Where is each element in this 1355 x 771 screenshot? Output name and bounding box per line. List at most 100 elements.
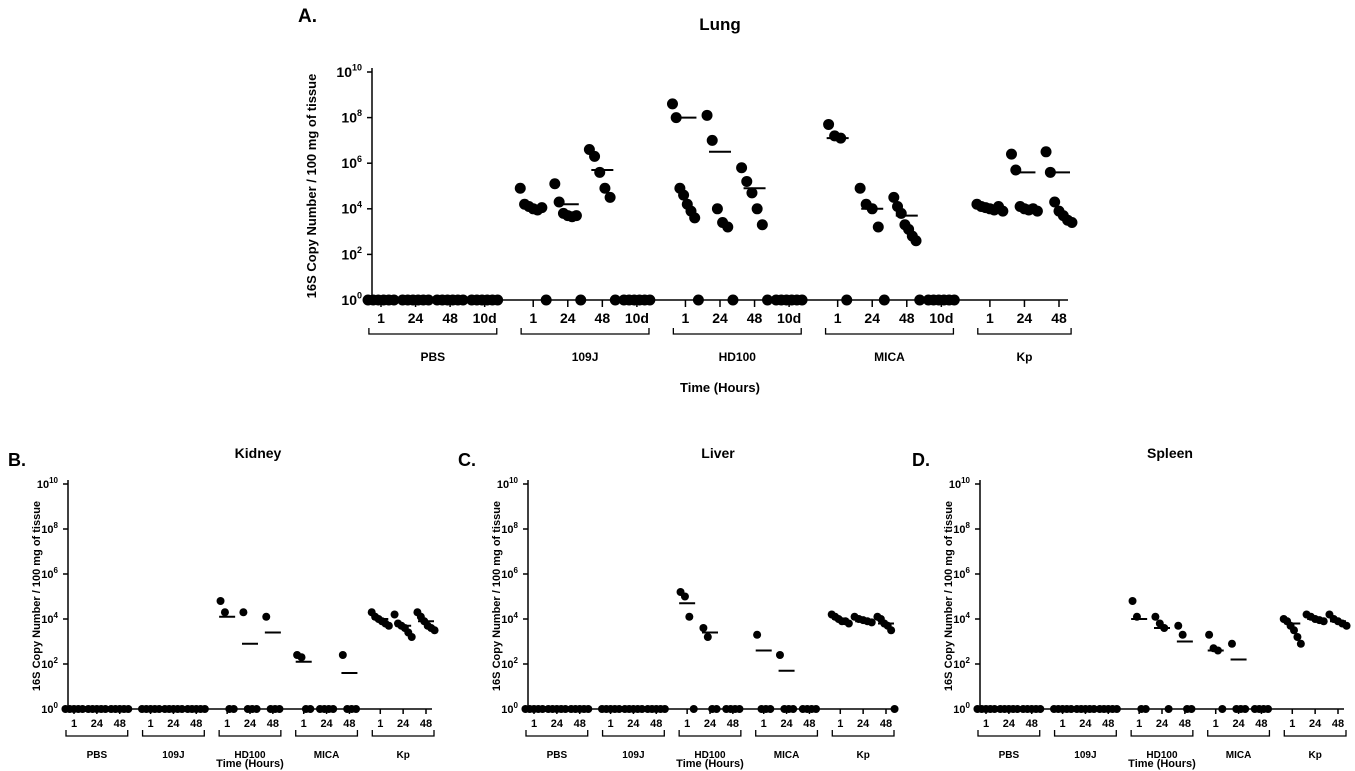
- y-tick-label: 106: [953, 566, 970, 581]
- group-bracket: [520, 328, 650, 335]
- data-point: [407, 633, 416, 641]
- data-point: [430, 626, 439, 635]
- data-point: [492, 294, 504, 306]
- x-tick-label: 1: [1213, 718, 1219, 730]
- data-point: [615, 705, 624, 713]
- y-tick-label: 106: [501, 566, 518, 581]
- x-tick-label: 48: [1026, 718, 1038, 730]
- x-tick-label: 48: [114, 718, 126, 730]
- group-bracket: [1283, 730, 1347, 737]
- group-bracket: [977, 730, 1041, 737]
- data-point: [727, 294, 739, 306]
- y-axis-label: 16S Copy Number / 100 mg of tissue: [491, 501, 503, 691]
- x-tick-label: 10d: [929, 310, 953, 326]
- data-point: [514, 182, 526, 194]
- data-point: [895, 207, 907, 219]
- y-tick-label: 108: [341, 108, 362, 125]
- x-tick-label: 48: [747, 310, 763, 326]
- data-point: [887, 626, 896, 635]
- data-point: [706, 134, 718, 146]
- data-point: [751, 203, 763, 215]
- y-tick-label: 100: [341, 291, 362, 308]
- data-point: [1040, 146, 1052, 158]
- y-tick-label: 106: [41, 566, 58, 581]
- data-point: [796, 294, 808, 306]
- data-point: [990, 705, 999, 713]
- group-bracket: [141, 730, 205, 737]
- data-point: [101, 705, 110, 713]
- data-point: [1342, 621, 1351, 630]
- group-label: MICA: [874, 350, 905, 364]
- data-point: [297, 653, 306, 662]
- group-label: HD100: [694, 750, 726, 761]
- y-tick-label: 102: [953, 656, 970, 671]
- x-tick-label: 24: [551, 718, 564, 730]
- x-tick-label: 24: [1003, 718, 1016, 730]
- data-point: [722, 221, 734, 233]
- x-tick-label: 1: [608, 718, 614, 730]
- chart-title: Lung: [699, 15, 741, 34]
- x-tick-label: 24: [1309, 718, 1322, 730]
- data-point: [1005, 148, 1017, 160]
- data-point: [888, 191, 900, 203]
- group-label: 109J: [162, 750, 184, 761]
- x-tick-label: 24: [1156, 718, 1169, 730]
- x-tick-label: 24: [167, 718, 180, 730]
- data-point: [540, 294, 552, 306]
- group-bracket: [65, 730, 129, 737]
- group-bracket: [525, 730, 589, 737]
- data-point: [703, 633, 712, 641]
- data-point: [741, 175, 753, 187]
- chart-title: Spleen: [1147, 445, 1193, 461]
- group-bracket: [755, 730, 819, 737]
- data-point: [275, 705, 284, 713]
- data-point: [229, 705, 238, 713]
- panel-letter: B.: [8, 450, 26, 470]
- data-point: [685, 612, 694, 621]
- data-point: [948, 294, 960, 306]
- group-label: HD100: [234, 750, 266, 761]
- x-tick-label: 1: [1289, 718, 1295, 730]
- group-bracket: [678, 730, 742, 737]
- group-bracket: [1053, 730, 1117, 737]
- data-point: [867, 618, 876, 627]
- group-bracket: [218, 730, 282, 737]
- chart-title: Liver: [701, 445, 735, 461]
- data-point: [384, 621, 393, 630]
- data-point: [841, 294, 853, 306]
- group-label: MICA: [314, 750, 340, 761]
- y-tick-label: 102: [341, 245, 362, 262]
- y-tick-label: 1010: [949, 476, 971, 491]
- data-point: [854, 182, 866, 194]
- data-point: [570, 210, 582, 222]
- data-point: [1112, 705, 1121, 713]
- data-point: [746, 187, 758, 199]
- y-tick-label: 100: [501, 701, 518, 716]
- x-tick-label: 24: [627, 718, 640, 730]
- x-tick-label: 24: [1079, 718, 1092, 730]
- data-point: [1010, 164, 1022, 176]
- x-tick-label: 48: [267, 718, 279, 730]
- chart-title: Kidney: [235, 445, 282, 461]
- data-point: [220, 608, 229, 617]
- data-point: [1296, 639, 1305, 648]
- x-tick-label: 1: [682, 310, 690, 326]
- y-tick-label: 100: [953, 701, 970, 716]
- data-point: [352, 705, 361, 713]
- x-tick-label: 48: [442, 310, 458, 326]
- y-axis-label: 16S Copy Number / 100 mg of tissue: [943, 501, 955, 691]
- data-point: [1290, 626, 1298, 635]
- x-tick-label: 24: [244, 718, 257, 730]
- data-point: [666, 98, 678, 110]
- data-point: [910, 235, 922, 247]
- x-tick-label: 24: [397, 718, 410, 730]
- data-point: [178, 705, 186, 713]
- x-tick-label: 1: [71, 718, 77, 730]
- x-axis-label: Time (Hours): [680, 380, 760, 395]
- data-point: [1141, 705, 1150, 713]
- y-tick-label: 1010: [37, 476, 59, 491]
- data-point: [584, 705, 593, 713]
- x-tick-label: 24: [857, 718, 870, 730]
- y-tick-label: 106: [341, 154, 362, 171]
